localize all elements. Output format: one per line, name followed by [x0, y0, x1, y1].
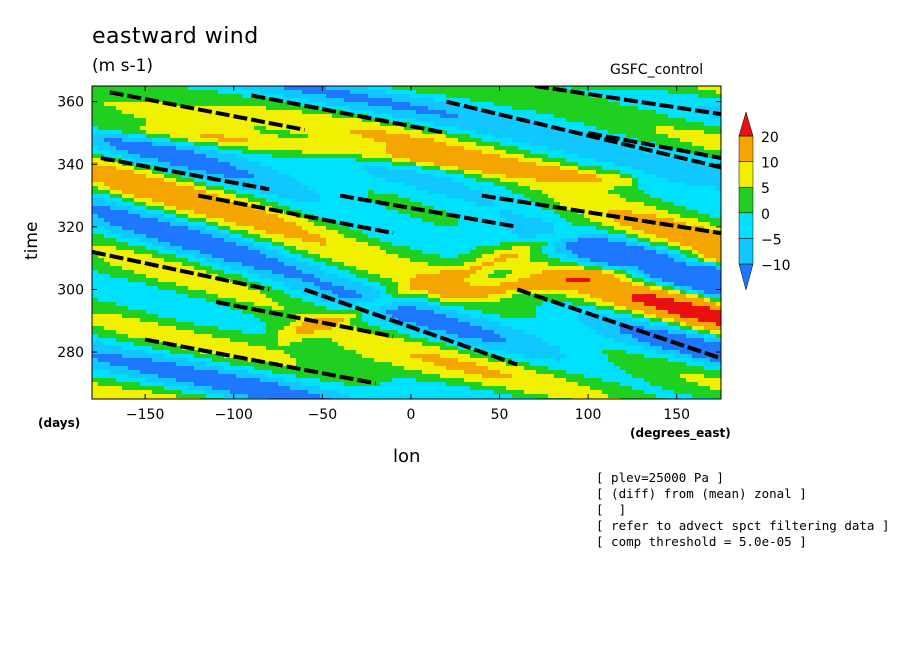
heatmap-field: [92, 86, 721, 399]
threshold-track: [197, 193, 394, 236]
colorbar-swatch: [738, 212, 754, 239]
note-line: [ ]: [596, 502, 627, 517]
threshold-track: [100, 156, 270, 192]
plot-frame: [91, 85, 722, 400]
threshold-track: [587, 130, 721, 160]
colorbar-label: 10: [761, 156, 779, 172]
y-tick-label: 320: [57, 220, 84, 236]
colorbar-label: −10: [761, 258, 791, 274]
threshold-track: [109, 90, 305, 132]
x-tick-label: −100: [215, 407, 253, 423]
colorbar-extend-high: [738, 111, 754, 137]
x-tick-label: 150: [663, 407, 690, 423]
threshold-track: [251, 93, 447, 135]
run-label: GSFC_control: [610, 62, 704, 78]
x-tick-label: −150: [126, 407, 164, 423]
x-axis-label: lon: [393, 446, 421, 467]
threshold-track: [481, 193, 721, 236]
threshold-track: [92, 249, 270, 292]
x-tick-label: 0: [406, 407, 415, 423]
y-tick-label: 300: [57, 282, 84, 298]
threshold-track: [534, 86, 721, 117]
note-line: [ plev=25000 Pa ]: [596, 470, 724, 485]
note-line: [ comp threshold = 5.0e-05 ]: [596, 534, 807, 549]
colorbar-extend-low: [738, 263, 754, 291]
threshold-track: [339, 193, 518, 229]
y-tick-label: 280: [57, 345, 84, 361]
note-line: [ refer to advect spct filtering data ]: [596, 518, 890, 533]
threshold-track: [303, 287, 518, 367]
threshold-track: [215, 300, 394, 339]
y-axis-unit: (days): [38, 416, 81, 430]
colorbar-swatch: [738, 186, 754, 214]
x-tick-label: −50: [308, 407, 338, 423]
chart-units: (m s-1): [92, 56, 154, 76]
colorbar-label: 0: [761, 207, 770, 223]
colorbar-swatch: [738, 238, 754, 265]
threshold-track: [144, 337, 376, 386]
x-tick-label: 50: [491, 407, 509, 423]
x-axis-unit: (degrees_east): [630, 426, 731, 440]
colorbar-label: 5: [761, 181, 770, 197]
colorbar-label: 20: [761, 130, 779, 146]
colorbar-swatch: [738, 135, 754, 162]
colorbar-label: −5: [761, 232, 782, 248]
y-tick-label: 360: [57, 95, 84, 111]
colorbar-swatch: [738, 161, 754, 188]
threshold-track: [445, 99, 721, 170]
x-tick-label: 100: [575, 407, 602, 423]
y-tick-label: 340: [57, 157, 84, 173]
chart-title: eastward wind: [92, 24, 259, 49]
note-line: [ (diff) from (mean) zonal ]: [596, 486, 807, 501]
